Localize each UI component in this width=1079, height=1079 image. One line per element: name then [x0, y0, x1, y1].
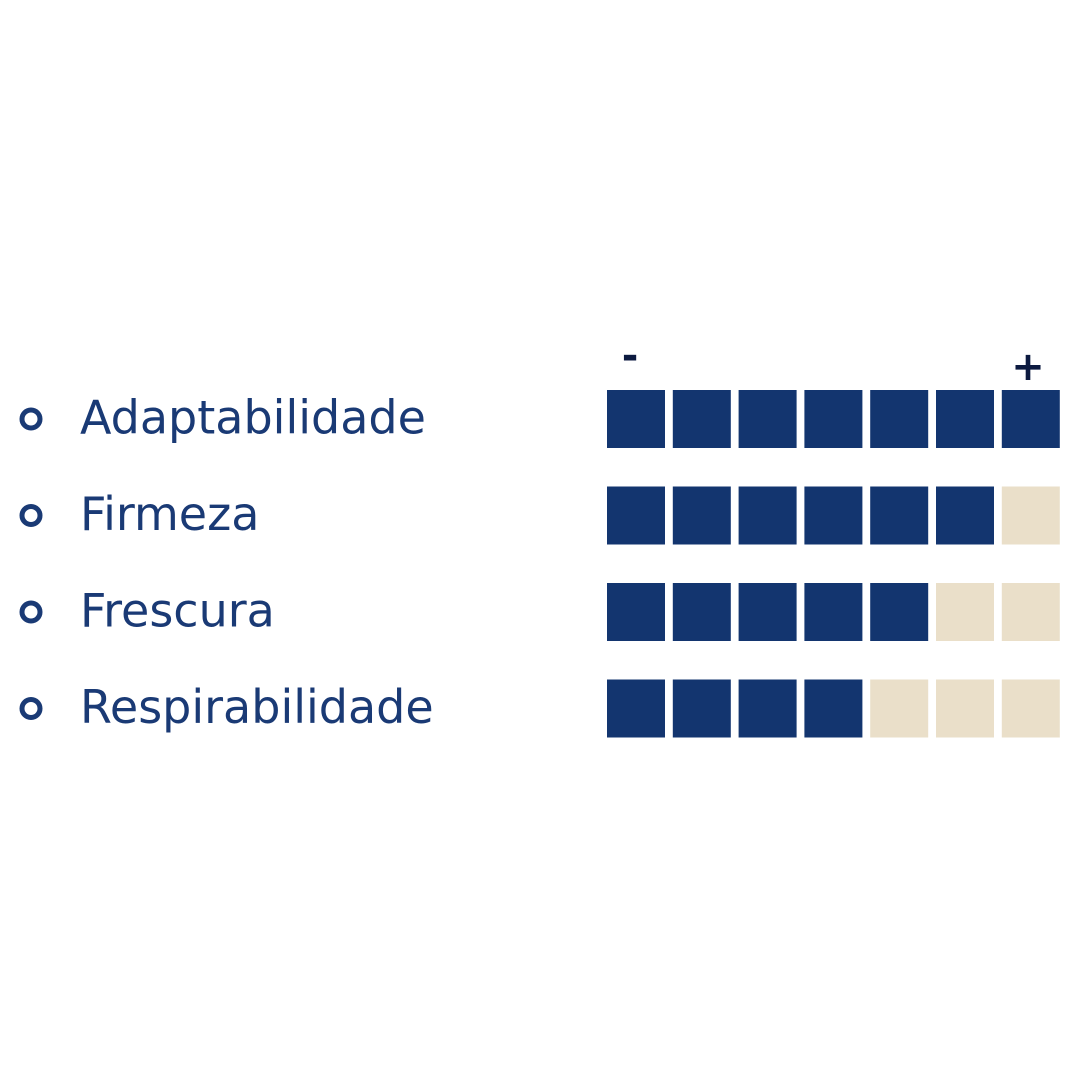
filled-square — [804, 583, 863, 641]
filled-square — [1001, 390, 1060, 448]
empty-square — [870, 679, 929, 738]
rating-label: Frescura — [80, 584, 275, 638]
filled-square — [607, 486, 665, 545]
filled-square — [607, 679, 665, 738]
bullet — [19, 407, 43, 431]
filled-square — [738, 390, 797, 448]
rating-label: Adaptabilidade — [80, 391, 426, 445]
filled-square — [672, 390, 731, 448]
bullet — [19, 600, 43, 624]
filled-square — [804, 486, 863, 545]
max-label: + — [1011, 344, 1045, 390]
filled-square — [804, 679, 863, 738]
empty-square — [936, 583, 994, 641]
rating-label: Respirabilidade — [80, 680, 434, 734]
filled-square — [672, 679, 731, 738]
filled-square — [607, 583, 665, 641]
empty-square — [1001, 679, 1060, 738]
filled-square — [936, 486, 994, 545]
filled-square — [738, 583, 797, 641]
empty-square — [1001, 486, 1060, 545]
bullet — [19, 504, 43, 527]
filled-square — [804, 390, 863, 448]
filled-square — [870, 390, 929, 448]
bullet — [19, 697, 43, 720]
filled-square — [936, 390, 994, 448]
filled-square — [738, 679, 797, 738]
min-label: - — [622, 333, 639, 379]
filled-square — [607, 390, 665, 448]
filled-square — [870, 583, 929, 641]
filled-square — [672, 583, 731, 641]
rating-label: Firmeza — [80, 487, 259, 541]
filled-square — [672, 486, 731, 545]
empty-square — [936, 679, 994, 738]
empty-square — [1001, 583, 1060, 641]
filled-square — [870, 486, 929, 545]
filled-square — [738, 486, 797, 545]
